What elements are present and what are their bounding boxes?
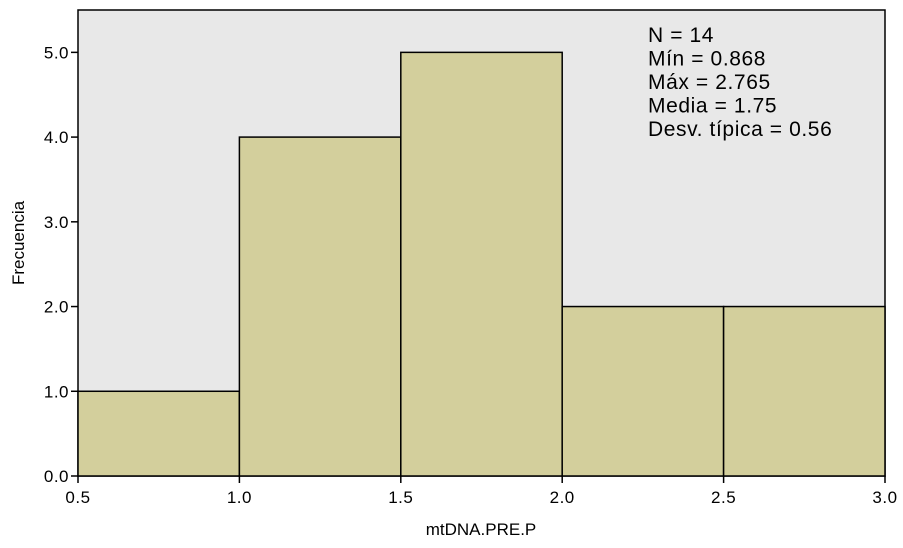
y-tick-label: 4.0 — [44, 128, 69, 147]
histogram-bar — [239, 137, 400, 476]
y-axis: 0.0 1.0 2.0 3.0 4.0 5.0 — [44, 43, 78, 486]
x-tick-label: 2.0 — [550, 488, 575, 507]
stats-line: N = 14 — [648, 24, 714, 47]
x-axis-title: mtDNA.PRE.P — [426, 520, 537, 539]
histogram-bar — [78, 391, 239, 476]
stats-line: Media = 1.75 — [648, 95, 777, 118]
x-axis: 0.5 1.0 1.5 2.0 2.5 3.0 — [65, 476, 897, 507]
y-tick-label: 1.0 — [44, 382, 69, 401]
stats-line: Desv. típica = 0.56 — [648, 118, 832, 141]
y-tick-label: 0.0 — [44, 467, 69, 486]
histogram-bar — [724, 307, 885, 476]
stats-line: Máx = 2.765 — [648, 71, 771, 94]
stats-line: Mín = 0.868 — [648, 48, 766, 71]
histogram-bar — [562, 307, 723, 476]
histogram-bar — [401, 52, 562, 476]
x-tick-label: 2.5 — [711, 488, 736, 507]
y-tick-label: 2.0 — [44, 298, 69, 317]
y-tick-label: 5.0 — [44, 43, 69, 62]
y-axis-title: Frecuencia — [9, 200, 28, 285]
x-tick-label: 3.0 — [872, 488, 897, 507]
y-tick-label: 3.0 — [44, 213, 69, 232]
x-tick-label: 1.0 — [227, 488, 252, 507]
x-tick-label: 0.5 — [65, 488, 90, 507]
x-tick-label: 1.5 — [388, 488, 413, 507]
